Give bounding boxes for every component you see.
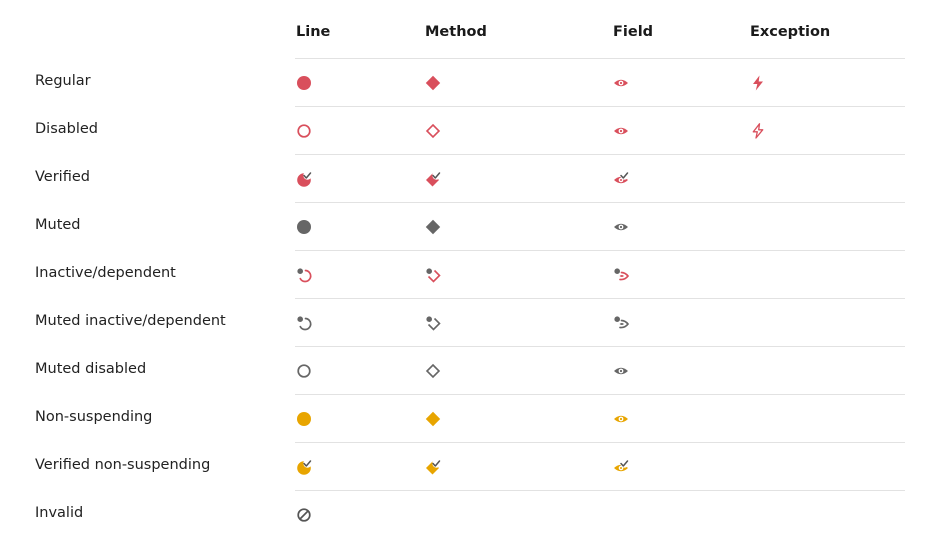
inactive-circle-icon <box>295 314 313 332</box>
verified-eye-icon <box>612 170 630 188</box>
row-label-muted-disabled: Muted disabled <box>35 361 147 377</box>
inactive-diamond-icon <box>424 314 442 332</box>
inactive-diamond-icon <box>424 266 442 284</box>
hollow-circle-icon <box>295 122 313 140</box>
row-label-regular: Regular <box>35 73 91 89</box>
column-header-field: Field <box>613 24 654 40</box>
filled-circle-icon <box>295 74 313 92</box>
row-divider <box>295 346 905 347</box>
row-divider <box>295 442 905 443</box>
filled-diamond-icon <box>424 410 442 428</box>
row-label-non-suspending: Non-suspending <box>35 409 153 425</box>
inactive-eye-icon <box>612 314 630 332</box>
verified-eye-icon <box>612 458 630 476</box>
row-label-inactive-dependent: Inactive/dependent <box>35 265 176 281</box>
row-label-invalid: Invalid <box>35 505 84 521</box>
eye-icon <box>612 410 630 428</box>
row-divider <box>295 250 905 251</box>
row-label-disabled: Disabled <box>35 121 98 137</box>
inactive-eye-icon <box>612 266 630 284</box>
eye-icon <box>612 218 630 236</box>
invalid-icon <box>295 506 313 524</box>
header-divider <box>295 58 905 59</box>
filled-circle-icon <box>295 410 313 428</box>
filled-diamond-icon <box>424 218 442 236</box>
filled-diamond-icon <box>424 74 442 92</box>
row-label-muted-inactive-dependent: Muted inactive/dependent <box>35 313 226 329</box>
lightning-outline-icon <box>749 122 767 140</box>
inactive-circle-icon <box>295 266 313 284</box>
hollow-diamond-icon <box>424 122 442 140</box>
filled-circle-icon <box>295 218 313 236</box>
row-divider <box>295 106 905 107</box>
hollow-diamond-icon <box>424 362 442 380</box>
eye-icon <box>612 74 630 92</box>
row-divider <box>295 490 905 491</box>
column-header-exception: Exception <box>750 24 831 40</box>
column-header-line: Line <box>296 24 331 40</box>
row-divider <box>295 394 905 395</box>
verified-diamond-icon <box>424 458 442 476</box>
verified-circle-icon <box>295 170 313 188</box>
row-label-verified-non-suspending: Verified non-suspending <box>35 457 211 473</box>
hollow-circle-icon <box>295 362 313 380</box>
eye-icon <box>612 362 630 380</box>
row-divider <box>295 298 905 299</box>
row-divider <box>295 202 905 203</box>
verified-diamond-icon <box>424 170 442 188</box>
eye-icon <box>612 122 630 140</box>
row-label-verified: Verified <box>35 169 90 185</box>
lightning-icon <box>749 74 767 92</box>
row-divider <box>295 154 905 155</box>
column-header-method: Method <box>425 24 487 40</box>
verified-circle-icon <box>295 458 313 476</box>
row-label-muted: Muted <box>35 217 81 233</box>
